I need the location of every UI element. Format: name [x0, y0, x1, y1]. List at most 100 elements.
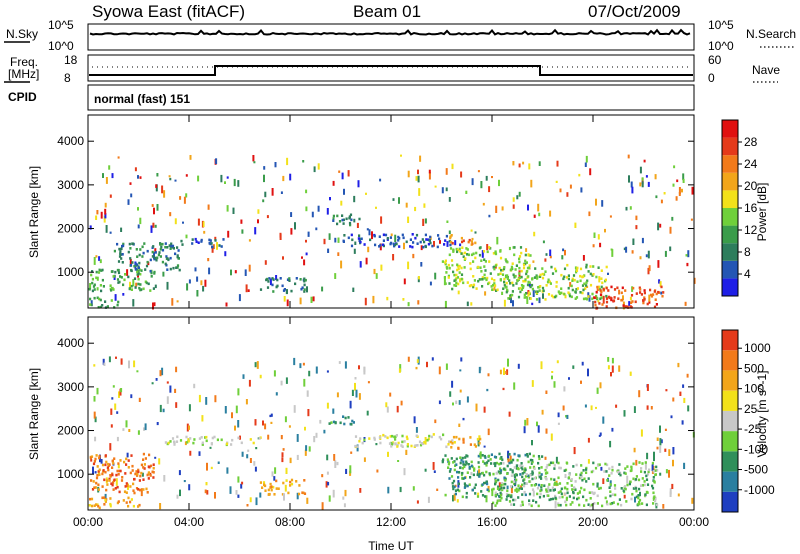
echo-cell — [610, 298, 613, 302]
echo-cell — [635, 292, 638, 295]
echo-cell — [154, 251, 157, 254]
echo-cell — [525, 473, 528, 476]
scatter-echo — [215, 158, 218, 165]
colorbar-swatch — [722, 137, 738, 156]
echo-cell — [511, 262, 514, 265]
echo-cell — [91, 504, 94, 508]
echo-cell — [137, 470, 140, 474]
scatter-echo — [445, 187, 448, 192]
echo-cell — [451, 442, 454, 445]
echo-cell — [303, 283, 306, 287]
scatter-echo — [246, 504, 249, 507]
echo-cell — [171, 437, 175, 440]
echo-cell — [456, 263, 459, 267]
echo-cell — [575, 296, 579, 299]
echo-cell — [116, 278, 120, 281]
scatter-echo — [315, 366, 318, 374]
echo-cell — [549, 282, 552, 285]
echo-cell — [476, 495, 480, 498]
scatter-echo — [230, 269, 232, 276]
echo-cell — [504, 258, 507, 261]
echo-cell — [551, 486, 554, 490]
echo-cell — [575, 288, 578, 291]
echo-cell — [519, 504, 522, 507]
scatter-echo — [237, 388, 240, 396]
scatter-echo — [446, 241, 449, 247]
echo-cell — [369, 238, 372, 242]
scatter-echo — [354, 241, 357, 245]
scatter-echo — [162, 408, 165, 413]
echo-cell — [93, 288, 96, 291]
echo-cell — [142, 251, 145, 255]
echo-cell — [557, 502, 560, 505]
echo-cell — [484, 456, 487, 459]
echo-cell — [533, 483, 536, 487]
echo-cell — [493, 455, 497, 459]
echo-cell — [610, 472, 613, 475]
scatter-echo — [296, 434, 299, 442]
echo-cell — [646, 302, 649, 306]
colorbar-swatch — [722, 225, 738, 244]
scatter-echo — [205, 482, 208, 486]
echo-cell — [427, 242, 430, 246]
scatter-echo — [439, 240, 441, 244]
scatter-echo — [580, 380, 582, 384]
scatter-echo — [273, 370, 276, 377]
colorbar-tick-label: 100 — [744, 382, 764, 396]
echo-cell — [285, 479, 288, 482]
echo-cell — [652, 476, 655, 479]
echo-cell — [596, 296, 599, 300]
scatter-echo — [647, 181, 650, 187]
echo-cell — [587, 270, 590, 273]
scatter-echo — [96, 276, 99, 281]
scatter-echo — [512, 197, 515, 202]
echo-cell — [152, 476, 155, 479]
echo-cell — [585, 263, 588, 267]
echo-cell — [506, 260, 509, 264]
echo-cell — [495, 461, 498, 465]
scatter-echo — [387, 486, 390, 494]
echo-cell — [630, 465, 633, 469]
scatter-echo — [284, 416, 287, 423]
colorbar-tick-label: 1000 — [744, 341, 771, 355]
scatter-echo — [293, 405, 296, 413]
scatter-echo — [659, 223, 662, 228]
echo-cell — [410, 444, 413, 448]
scatter-echo — [596, 387, 599, 394]
echo-cell — [483, 277, 486, 280]
echo-cell — [222, 238, 225, 241]
colorbar-tick-label: 500 — [744, 361, 764, 375]
echo-cell — [130, 288, 133, 291]
scatter-echo — [373, 268, 376, 275]
echo-cell — [152, 466, 155, 470]
echo-cell — [507, 297, 510, 300]
echo-cell — [581, 275, 584, 279]
scatter-echo — [582, 255, 585, 261]
echo-cell — [605, 265, 608, 269]
scatter-echo — [240, 483, 243, 489]
echo-cell — [467, 463, 470, 466]
echo-cell — [499, 457, 502, 460]
echo-cell — [566, 263, 569, 267]
echo-cell — [529, 297, 532, 300]
scatter-echo — [465, 190, 468, 194]
echo-cell — [149, 472, 152, 476]
cpid-value: normal (fast) 151 — [94, 92, 190, 106]
scatter-echo — [301, 256, 303, 259]
echo-cell — [552, 295, 555, 299]
echo-cell — [526, 283, 530, 287]
scatter-echo — [159, 503, 162, 510]
echo-cell — [468, 483, 471, 486]
echo-cell — [544, 270, 547, 273]
scatter-echo — [601, 200, 604, 207]
scatter-echo — [434, 185, 437, 188]
echo-cell — [429, 235, 432, 239]
echo-cell — [506, 288, 509, 292]
scatter-echo — [155, 184, 158, 188]
scatter-echo — [663, 192, 666, 195]
scatter-echo — [313, 166, 316, 173]
echo-cell — [201, 443, 204, 446]
echo-cell — [110, 270, 113, 273]
echo-cell — [176, 264, 180, 267]
scatter-echo — [305, 189, 308, 194]
